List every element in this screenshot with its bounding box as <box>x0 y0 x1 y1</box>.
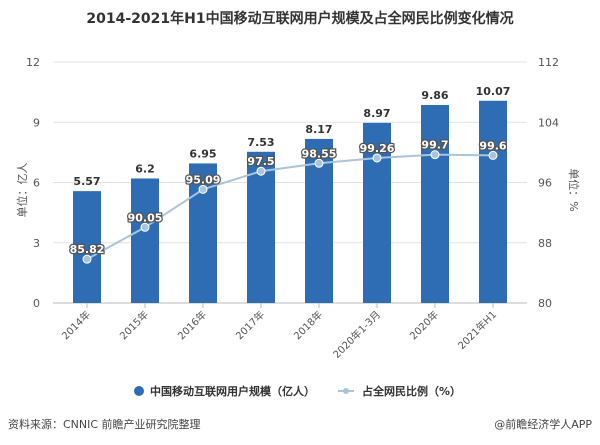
line-value-label: 99.7 <box>421 139 448 152</box>
x-tick-label: 2020年1-3月 <box>330 308 383 361</box>
y2-tick-label: 88 <box>538 237 552 250</box>
line-point <box>314 158 324 168</box>
bar <box>131 178 159 303</box>
bar <box>247 151 275 303</box>
x-tick-label: 2020年 <box>407 308 441 342</box>
y-tick-label: 6 <box>33 177 40 190</box>
y-tick-label: 9 <box>33 116 40 129</box>
legend-bar-label: 中国移动互联网用户规模（亿人） <box>150 384 315 398</box>
bar-value-label: 8.97 <box>363 107 390 120</box>
x-tick-label: 2017年 <box>233 308 267 342</box>
y2-tick-label: 112 <box>538 56 559 69</box>
line-value-label: 99.26 <box>360 142 395 155</box>
line-point <box>140 222 150 232</box>
line-point <box>430 150 440 160</box>
line-value-label: 98.55 <box>302 147 337 160</box>
x-tick-label: 2015年 <box>117 308 151 342</box>
bar-value-label: 10.07 <box>476 85 511 98</box>
bar <box>363 122 391 303</box>
chart-title: 2014-2021年H1中国移动互联网用户规模及占全网民比例变化情况 <box>86 11 514 27</box>
y-axis-label: 单位：亿人 <box>15 163 29 218</box>
line-value-label: 85.82 <box>70 243 105 256</box>
line-point <box>372 153 382 163</box>
line-value-label: 97.5 <box>247 155 274 168</box>
y2-tick-label: 96 <box>538 177 552 190</box>
line-point <box>256 166 266 176</box>
bar <box>479 100 507 303</box>
y-tick-label: 3 <box>33 237 40 250</box>
x-tick-label: 2021年H1 <box>455 308 499 352</box>
credit: @前瞻经济学人APP <box>494 418 592 431</box>
y2-tick-label: 80 <box>538 297 552 310</box>
source-note: 资料来源：CNNIC 前瞻产业研究院整理 <box>8 418 201 431</box>
line-point <box>82 254 92 264</box>
bar-value-label: 8.17 <box>305 123 332 136</box>
line-point <box>198 184 208 194</box>
y-tick-label: 0 <box>33 297 40 310</box>
x-tick-label: 2014年 <box>59 308 93 342</box>
bar <box>73 191 101 303</box>
bar-value-label: 7.53 <box>247 136 274 149</box>
y2-axis-label: 单位：% <box>567 168 581 211</box>
legend-bar-icon <box>134 386 144 396</box>
bar-value-label: 6.95 <box>189 147 216 160</box>
bar-value-label: 6.2 <box>135 162 155 175</box>
x-tick-label: 2016年 <box>175 308 209 342</box>
line-value-label: 90.05 <box>128 211 163 224</box>
y2-tick-label: 104 <box>538 116 559 129</box>
x-tick-label: 2018年 <box>291 308 325 342</box>
line-value-label: 99.6 <box>479 139 506 152</box>
line-value-label: 95.09 <box>186 173 221 186</box>
legend-line-label: 占全网民比例（%） <box>362 384 461 398</box>
bar-value-label: 9.86 <box>421 89 448 102</box>
line-point <box>488 150 498 160</box>
ratio-line <box>86 153 494 261</box>
y-tick-label: 12 <box>26 56 40 69</box>
bar <box>421 104 449 303</box>
legend-line-marker <box>343 388 349 394</box>
bar-value-label: 5.57 <box>73 175 100 188</box>
